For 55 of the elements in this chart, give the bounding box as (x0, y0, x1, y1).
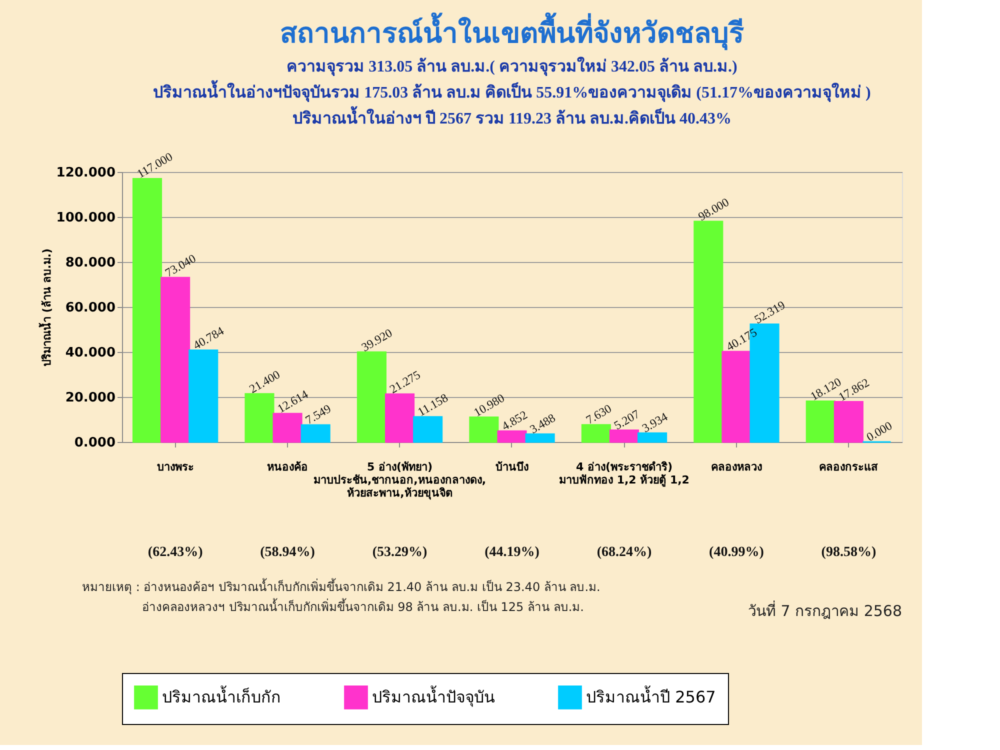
bar (638, 432, 668, 443)
legend-label: ปริมาณน้ำเก็บกัก (162, 685, 281, 706)
x-tick-label: คลองกระแส (819, 460, 878, 474)
y-tick-label: 40.000 (65, 346, 116, 360)
text: (98.58%) (821, 545, 876, 560)
text: (44.19%) (484, 545, 540, 560)
data-label: 7.630 (583, 401, 614, 427)
x-tick-label: บ้านบึง (496, 460, 528, 474)
bar (609, 430, 640, 443)
text: อ่างคลองหลวงฯ ปริมาณน้ำเก็บกักเพิ่มขึ้นจากเดิม 98 ล้าน ลบ.ม. เป็น 125 ล้าน ลบ.ม. (142, 598, 584, 614)
data-label: 5.207 (612, 406, 642, 432)
bar (356, 351, 386, 443)
bar (469, 416, 499, 443)
bar (160, 276, 190, 443)
text: (40.99%) (709, 545, 764, 560)
y-tick-label: 100.000 (56, 210, 116, 226)
data-label: 4.852 (499, 408, 530, 434)
data-label: 0.000 (864, 418, 894, 444)
y-tick-label: 120.000 (56, 166, 116, 180)
bar (722, 350, 752, 443)
text: หมายเหตุ : อ่างหนองค้อฯ ปริมาณน้ำเก็บกักเพิ่มขึ้นจากเดิม 21.40 ล้าน ลบ.ม เป็น 23.40 ล้าน ลบ.ม. (82, 578, 600, 595)
bar (497, 430, 527, 443)
text: (58.94%) (260, 545, 316, 560)
bar (525, 433, 555, 443)
y-tick-label: 20.000 (65, 390, 116, 406)
bar (244, 393, 274, 443)
text: (62.43%) (148, 545, 204, 560)
legend-label: ปริมาณน้ำปี 2567 (586, 685, 716, 706)
bar (384, 393, 415, 443)
bar (132, 178, 162, 443)
y-tick-label: 80.000 (65, 256, 116, 270)
bar (300, 424, 330, 443)
data-label: 3.488 (527, 410, 558, 436)
data-label: 3.934 (640, 410, 670, 436)
x-tick-label: คลองหลวง (710, 460, 762, 474)
y-tick-label: 0.000 (74, 436, 116, 450)
bar (834, 401, 864, 443)
bar (413, 416, 443, 443)
x-tick-label: 5 อ่าง(พัทยา) มาบประชัน,ชากนอก,หนองกลางดง, ห้วยสะพาน,ห้วยขุนจิต (313, 460, 486, 500)
bar (188, 349, 218, 443)
text: วันที่ 7 กรกฎาคม 2568 (748, 600, 902, 620)
chart-title: สถานการณ์น้ำในเขตพื้นที่จังหวัดชลบุรี (280, 11, 744, 50)
x-tick-label: บางพระ (156, 460, 194, 474)
bar (806, 400, 836, 443)
text: (53.29%) (372, 545, 428, 560)
bar (581, 424, 611, 443)
y-axis-title: ปริมาณน้ำ (ล้าน ลบ.ม.) (38, 248, 54, 367)
text: (68.24%) (596, 545, 652, 560)
legend-label: ปริมาณน้ำปัจจุบัน (372, 685, 495, 708)
x-tick-label: 4 อ่าง(พระราชดำริ) มาบฟักทอง 1,2 ห้วยตู้ 1,2 (558, 460, 690, 488)
text: ความจุรวม 313.05 ล้าน ลบ.ม.( ความจุรวมใหม่ 342.05 ล้าน ลบ.ม.) (286, 58, 738, 76)
x-tick-label: หนองค้อ (267, 460, 308, 474)
bar (694, 220, 724, 443)
y-tick-label: 60.000 (65, 300, 116, 316)
bar (272, 412, 302, 443)
